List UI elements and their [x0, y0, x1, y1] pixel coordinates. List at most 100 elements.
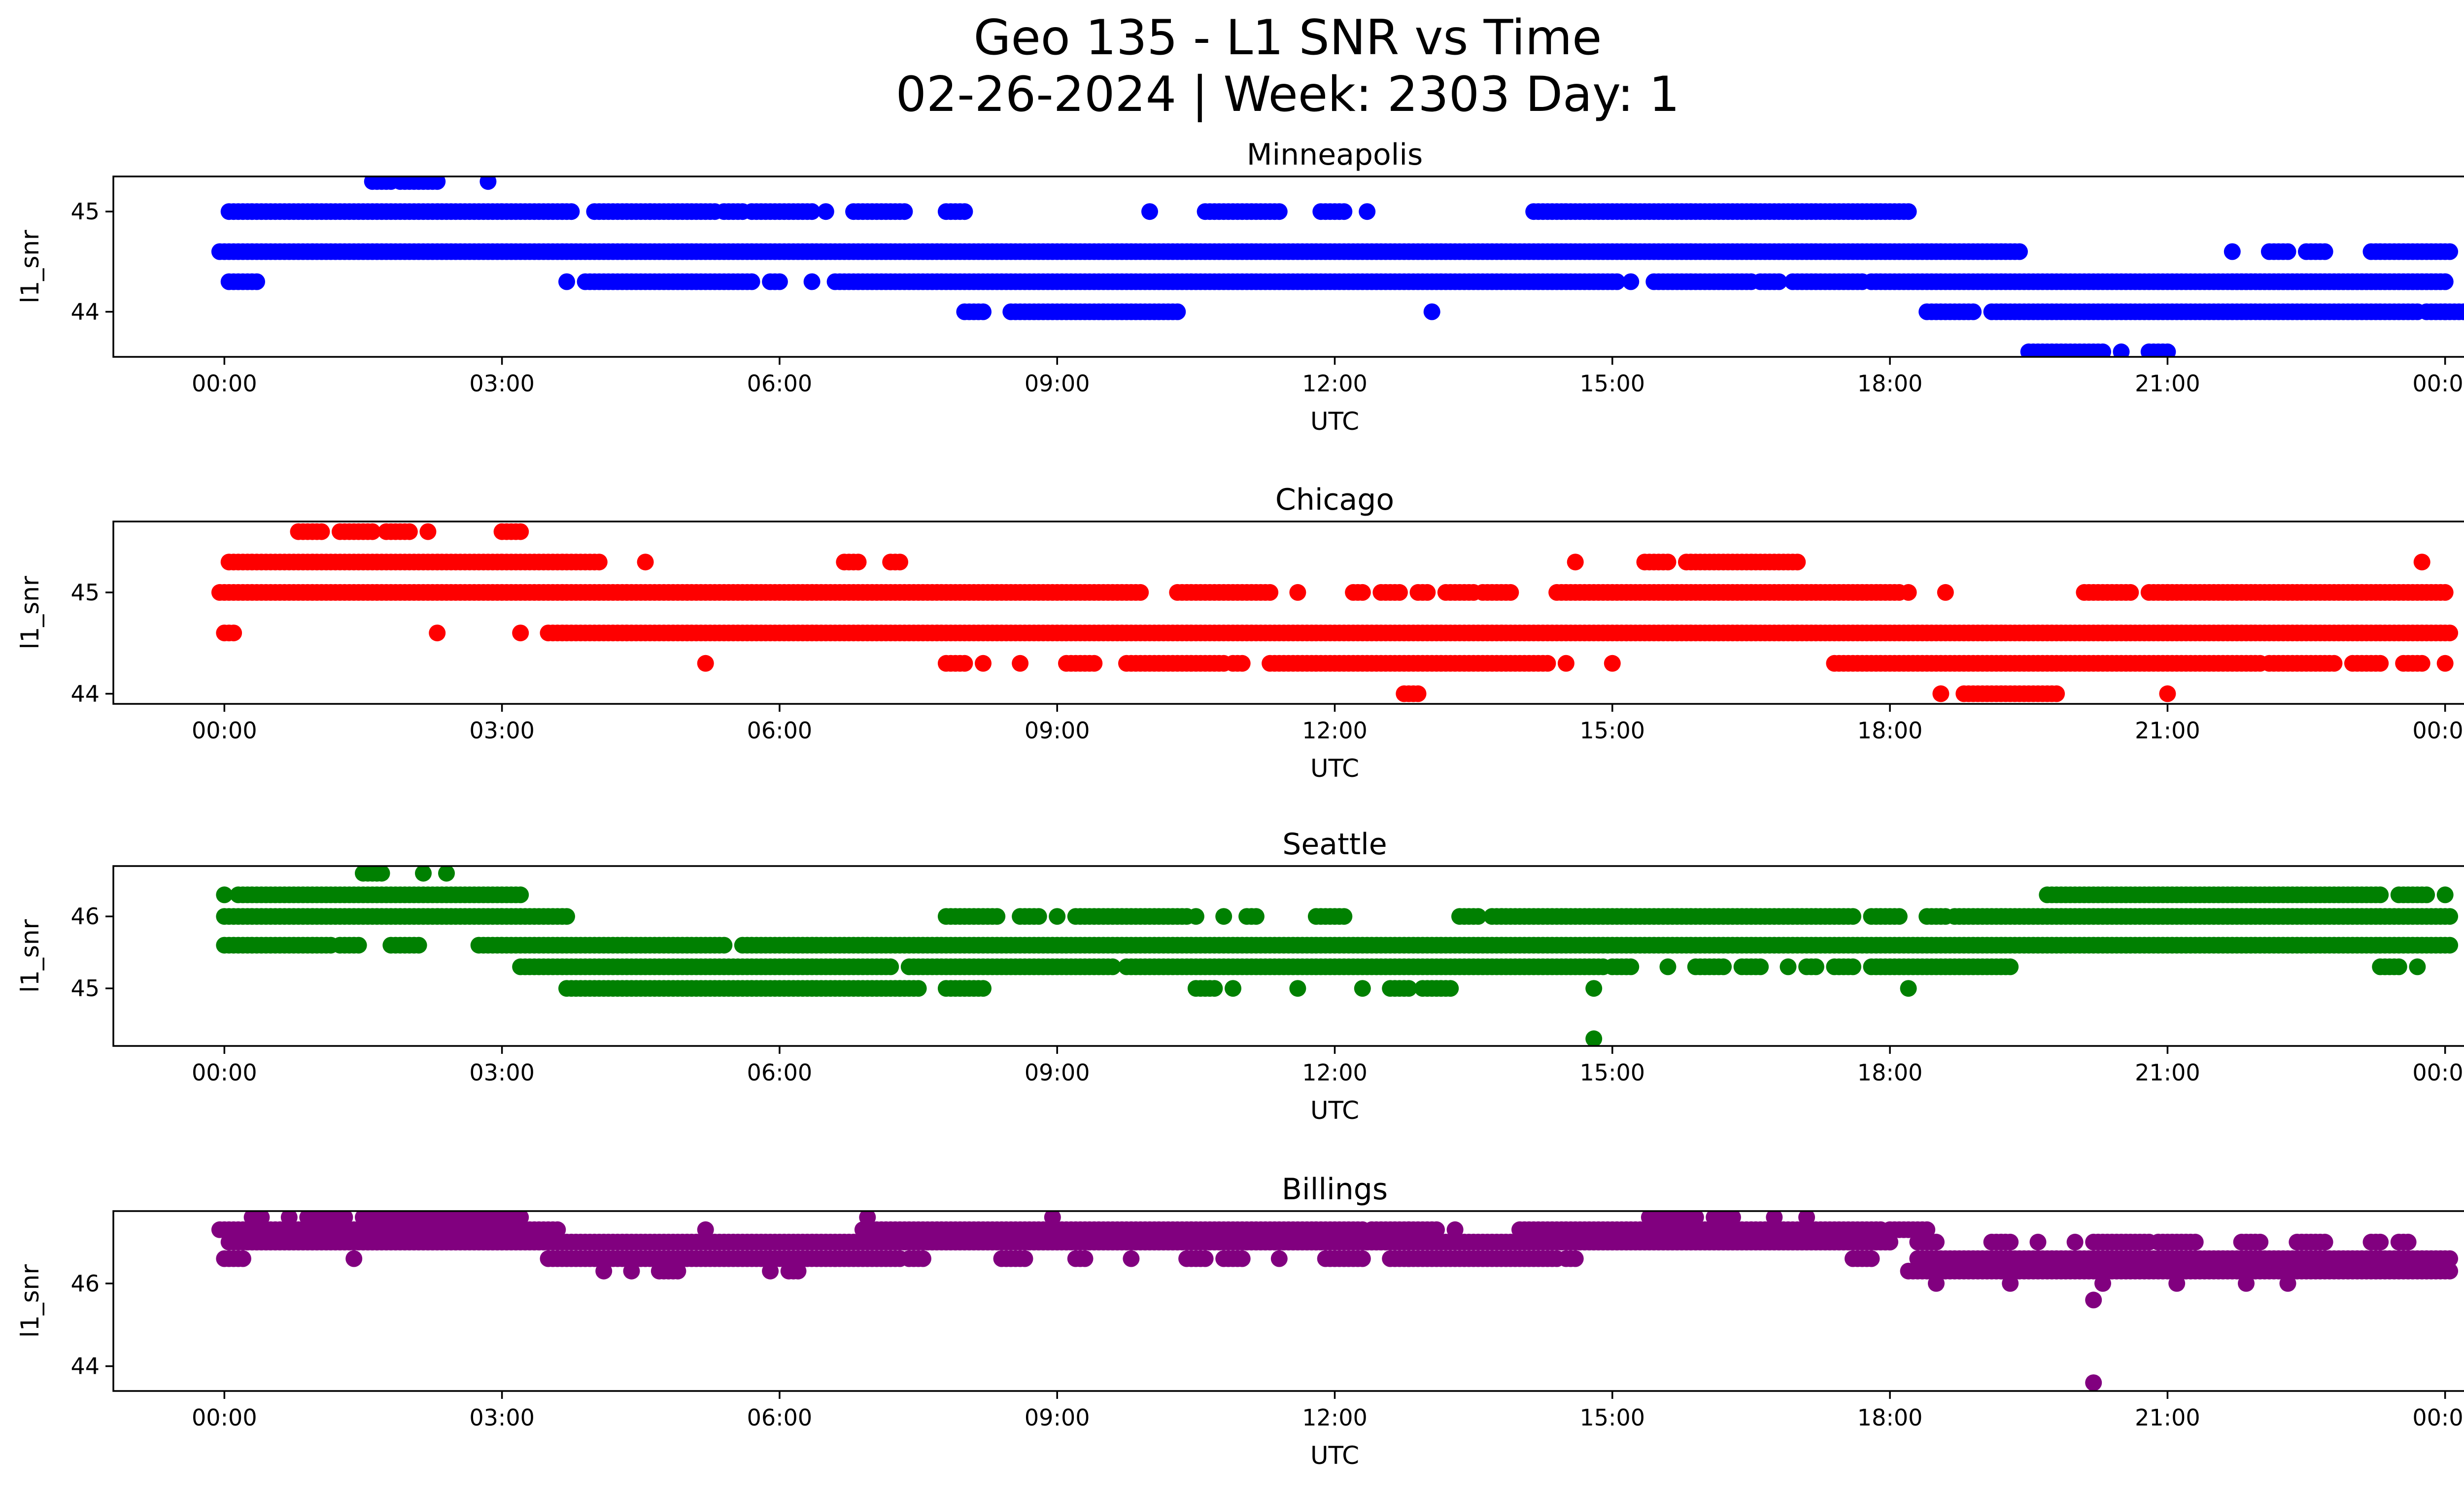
y-axis-label: l1_snr	[16, 230, 44, 303]
data-point	[1132, 584, 1149, 601]
points-billings	[211, 1211, 2459, 1391]
x-tick-label: 09:00	[1025, 717, 1090, 744]
data-point	[558, 273, 575, 290]
data-point	[989, 908, 1006, 925]
data-point	[1354, 584, 1371, 601]
data-point	[1270, 203, 1288, 220]
data-point	[1715, 958, 1732, 975]
data-point	[1882, 1233, 1899, 1251]
data-point	[1502, 584, 1519, 601]
data-point	[1557, 655, 1574, 672]
x-tick-label: 00:00	[192, 717, 257, 744]
x-tick-label: 21:00	[2135, 717, 2200, 744]
data-point	[1270, 1250, 1288, 1267]
data-point	[1335, 908, 1353, 925]
panel-title-minneapolis: Minneapolis	[1247, 138, 1423, 172]
data-point	[479, 176, 497, 190]
x-tick-label: 21:00	[2135, 370, 2200, 397]
data-point	[1233, 655, 1251, 672]
x-tick-label: 03:00	[469, 370, 535, 397]
data-point	[1845, 908, 1861, 925]
y-tick-label: 44	[70, 680, 100, 707]
data-point	[2390, 958, 2407, 975]
points-chicago	[211, 523, 2459, 702]
points-seattle	[216, 866, 2459, 1046]
data-point	[1937, 584, 1954, 601]
x-tick-label: 00:00	[192, 1059, 257, 1086]
data-point	[1104, 958, 1121, 975]
data-point	[2372, 886, 2389, 904]
data-point	[2002, 1233, 2019, 1251]
panel-billings: 00:00 03:00 06:00 09:00 12:00 15:00 18:00 21:00…	[16, 1172, 2464, 1470]
data-point	[1247, 908, 1265, 925]
panel-title-seattle: Seattle	[1282, 827, 1387, 862]
data-point	[248, 273, 265, 290]
data-point	[1604, 655, 1621, 672]
data-point	[1197, 1250, 1214, 1267]
data-point	[1030, 908, 1047, 925]
x-tick-label: 21:00	[2135, 1059, 2200, 1086]
data-point	[401, 523, 418, 540]
chart-title-line1: Geo 135 - L1 SNR vs Time	[974, 10, 1602, 66]
data-point	[2436, 303, 2454, 320]
data-point	[1123, 1250, 1140, 1267]
data-point	[429, 625, 446, 642]
data-point	[512, 886, 529, 904]
data-point	[1608, 273, 1626, 290]
data-point	[891, 554, 908, 571]
data-point	[1076, 1250, 1094, 1267]
data-point	[1215, 908, 1232, 925]
data-point	[975, 655, 992, 672]
data-point	[817, 203, 834, 220]
data-point	[1659, 958, 1677, 975]
data-point	[1409, 685, 1427, 702]
y-tick-label: 45	[70, 975, 100, 1002]
data-point	[512, 625, 529, 642]
data-point	[2418, 886, 2435, 904]
data-point	[1890, 908, 1908, 925]
data-point	[2436, 584, 2454, 601]
x-tick-label: 18:00	[1857, 717, 1923, 744]
panel-minneapolis: 00:00 03:00 06:00 09:00 12:00 15:00 18:00 21:00…	[16, 138, 2464, 436]
x-tick-label: 18:00	[1857, 370, 1923, 397]
data-point	[2002, 958, 2019, 975]
data-point	[1289, 584, 1306, 601]
data-point	[1359, 203, 1376, 220]
data-point	[1419, 584, 1436, 601]
data-point	[512, 523, 529, 540]
x-tick-label: 15:00	[1580, 370, 1645, 397]
data-point	[743, 273, 760, 290]
data-point	[1470, 908, 1487, 925]
data-point	[2048, 685, 2065, 702]
x-tick-label: 06:00	[747, 1059, 813, 1086]
panel-chicago: 00:00 03:00 06:00 09:00 12:00 15:00 18:00 21:00…	[16, 483, 2464, 783]
data-point	[956, 655, 973, 672]
data-point	[1335, 203, 1353, 220]
data-point	[2029, 1233, 2047, 1251]
data-point	[2436, 655, 2454, 672]
data-point	[1622, 958, 1640, 975]
data-point	[771, 273, 788, 290]
x-tick-label: 15:00	[1580, 1059, 1645, 1086]
data-point	[2011, 243, 2028, 260]
x-tick-label: 12:00	[1302, 1059, 1368, 1086]
data-point	[364, 523, 381, 540]
y-tick-label: 46	[70, 903, 100, 930]
data-point	[558, 908, 575, 925]
data-point	[563, 203, 580, 220]
data-point	[2436, 886, 2454, 904]
data-point	[1900, 584, 1917, 601]
data-point	[1016, 1250, 1033, 1267]
data-point	[2436, 273, 2454, 290]
data-point	[1845, 958, 1861, 975]
data-point	[1141, 203, 1158, 220]
x-tick-label: 09:00	[1025, 1059, 1090, 1086]
data-point	[697, 655, 714, 672]
data-point	[2372, 1233, 2389, 1251]
data-point	[975, 980, 992, 997]
data-point	[1289, 980, 1306, 997]
data-point	[716, 937, 733, 954]
x-tick-label: 12:00	[1302, 717, 1368, 744]
x-tick-label: 03:00	[469, 717, 535, 744]
